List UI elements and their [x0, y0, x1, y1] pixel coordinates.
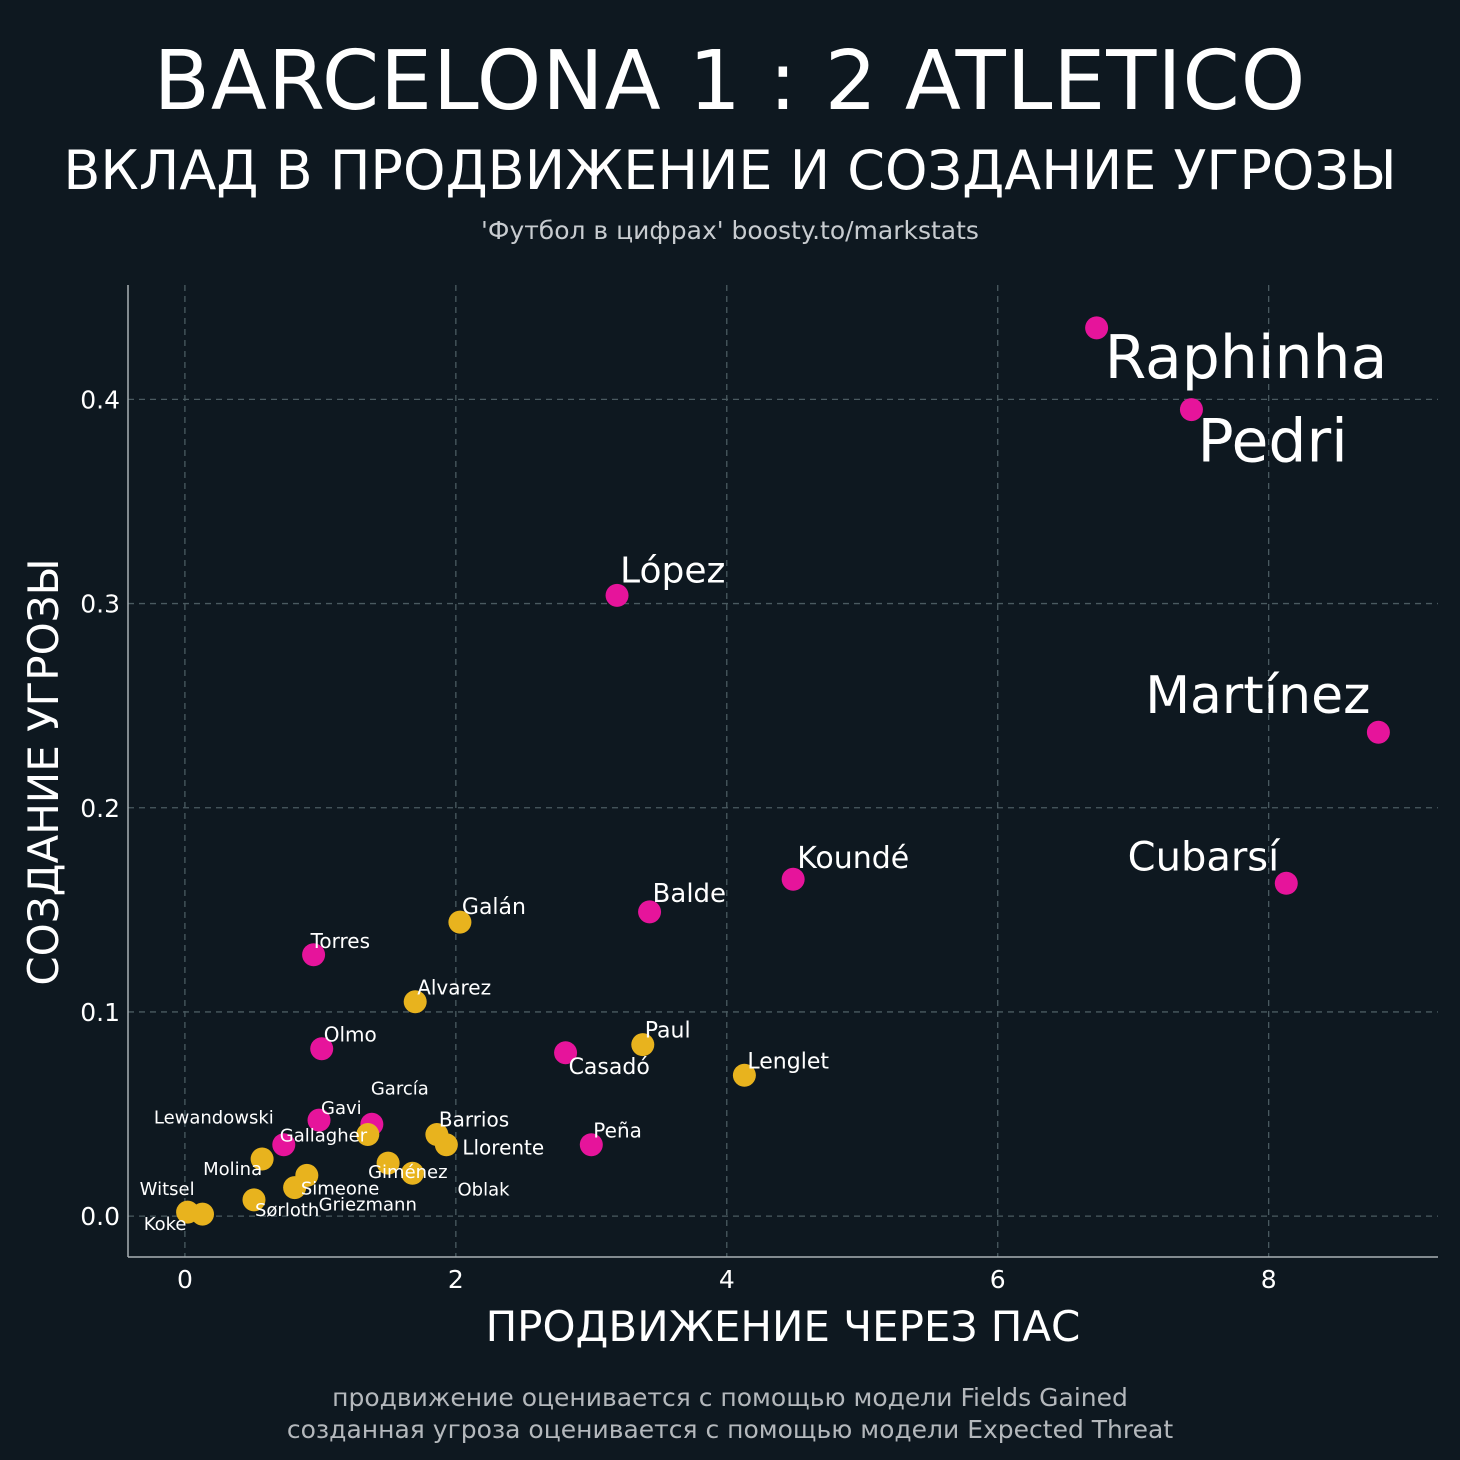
data-point[interactable] — [1274, 871, 1298, 895]
page-title: BARCELONA 1 : 2 ATLETICO — [153, 34, 1307, 129]
point-label: Peña — [593, 1119, 642, 1143]
data-point[interactable] — [356, 1122, 380, 1146]
point-label: Koundé — [797, 841, 909, 876]
data-point[interactable] — [302, 943, 326, 967]
data-point[interactable] — [732, 1063, 756, 1087]
y-tick-label: 0.1 — [80, 998, 120, 1027]
data-point[interactable] — [403, 990, 427, 1014]
data-point[interactable] — [242, 1188, 266, 1212]
point-label: Alvarez — [417, 976, 491, 1000]
data-point[interactable] — [638, 900, 662, 924]
point-label: Lenglet — [747, 1049, 829, 1074]
data-points — [176, 316, 1390, 1226]
point-label: Torres — [310, 929, 370, 953]
point-label: Witsel — [140, 1179, 195, 1200]
point-label: Griezmann — [319, 1195, 417, 1216]
grid-lines — [128, 285, 1438, 1257]
point-label: Barrios — [439, 1107, 509, 1131]
y-axis-label: СОЗДАНИЕ УГРОЗЫ — [19, 558, 68, 985]
methodology-line-2: созданная угроза оценивается с помощью м… — [286, 1415, 1174, 1444]
tick-labels: 0 2 4 6 8 0.0 0.1 0.2 0.3 0.4 — [80, 385, 1276, 1294]
point-label: López — [620, 550, 725, 591]
data-point[interactable] — [250, 1147, 274, 1171]
data-point[interactable] — [310, 1037, 334, 1061]
data-point[interactable] — [605, 583, 629, 607]
x-tick-label: 6 — [990, 1265, 1006, 1294]
point-label: Cubarsí — [1128, 834, 1281, 880]
data-point[interactable] — [631, 1033, 655, 1057]
y-tick-label: 0.2 — [80, 794, 120, 823]
point-labels: Raphinha Pedri López Martínez Koundé Cubarsí B… — [140, 323, 1388, 1235]
y-tick-label: 0.3 — [80, 590, 120, 619]
x-tick-label: 0 — [177, 1265, 193, 1294]
data-point[interactable] — [1085, 316, 1109, 340]
point-label: Lewandowski — [154, 1108, 274, 1129]
point-label: Oblak — [457, 1179, 510, 1200]
x-axis-label: ПРОДВИЖЕНИЕ ЧЕРЕЗ ПАС — [486, 1302, 1081, 1351]
data-point[interactable] — [1179, 398, 1203, 422]
axes — [127, 285, 1438, 1258]
data-point[interactable] — [307, 1108, 331, 1132]
credit-line: 'Футбол в цифрах' boosty.to/markstats — [481, 216, 979, 245]
data-point[interactable] — [191, 1202, 215, 1226]
point-label: Koke — [144, 1214, 187, 1235]
x-tick-label: 8 — [1261, 1265, 1277, 1294]
point-label: Giménez — [368, 1162, 448, 1183]
data-point[interactable] — [448, 910, 472, 934]
methodology-note: продвижение оценивается с помощью модели… — [0, 1382, 1460, 1446]
point-label: Casadó — [569, 1055, 650, 1080]
data-point[interactable] — [434, 1133, 458, 1157]
data-point[interactable] — [781, 867, 805, 891]
y-tick-label: 0.0 — [80, 1202, 120, 1231]
data-point[interactable] — [400, 1161, 424, 1185]
page-subtitle: ВКЛАД В ПРОДВИЖЕНИЕ И СОЗДАНИЕ УГРОЗЫ — [63, 139, 1397, 202]
point-label: Martínez — [1145, 666, 1370, 726]
point-label: Galán — [462, 895, 526, 920]
point-label: Balde — [653, 879, 727, 909]
data-point[interactable] — [272, 1133, 296, 1157]
point-label: Gavi — [321, 1098, 362, 1119]
x-tick-label: 2 — [448, 1265, 464, 1294]
x-tick-label: 4 — [719, 1265, 735, 1294]
data-point[interactable] — [579, 1133, 603, 1157]
point-label: Pedri — [1197, 407, 1347, 477]
point-label: Llorente — [462, 1136, 544, 1160]
data-point[interactable] — [1366, 720, 1390, 744]
point-label: Gallagher — [280, 1125, 368, 1146]
point-label: García — [371, 1078, 429, 1099]
data-point[interactable] — [283, 1176, 307, 1200]
point-label: Olmo — [324, 1023, 377, 1047]
data-point[interactable] — [554, 1041, 578, 1065]
y-tick-label: 0.4 — [80, 385, 120, 414]
point-label: Molina — [203, 1159, 262, 1180]
point-label: Simeone — [301, 1178, 380, 1199]
point-label: Raphinha — [1105, 323, 1388, 393]
point-label: Sørloth — [255, 1200, 319, 1221]
methodology-line-1: продвижение оценивается с помощью модели… — [332, 1383, 1128, 1412]
point-label: Paul — [645, 1019, 691, 1044]
data-point[interactable] — [376, 1151, 400, 1175]
